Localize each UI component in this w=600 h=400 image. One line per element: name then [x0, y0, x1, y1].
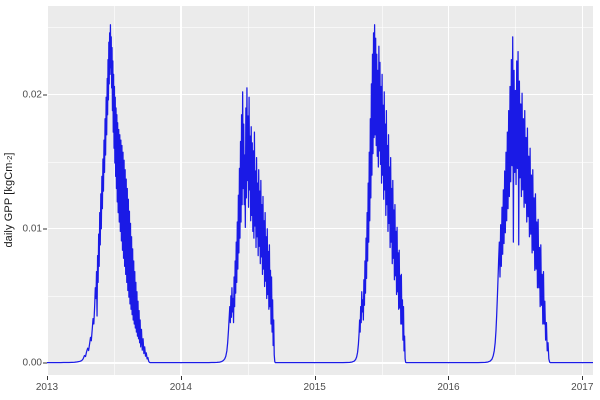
x-axis-tick-mark	[180, 376, 182, 380]
x-axis-tick-label: 2015	[303, 382, 326, 393]
x-axis-tick-label: 2013	[35, 382, 59, 393]
grid-line-minor-horizontal	[47, 27, 593, 29]
grid-line-major-horizontal	[47, 228, 593, 230]
grid-line-major-vertical	[581, 6, 583, 375]
grid-line-major-vertical	[47, 6, 48, 375]
plot-panel	[47, 6, 593, 375]
grid-line-minor-vertical	[381, 6, 383, 375]
grid-line-minor-vertical	[515, 6, 517, 375]
grid-line-major-vertical	[314, 6, 316, 375]
grid-line-major-vertical	[180, 6, 182, 375]
grid-line-minor-horizontal	[47, 161, 593, 163]
y-axis-tick-label: 0.01	[22, 223, 42, 235]
series-polyline-gpp	[47, 24, 593, 364]
y-axis-tick-mark	[43, 94, 47, 96]
x-axis-tick-label: 2016	[437, 382, 460, 393]
grid-line-minor-horizontal	[47, 295, 593, 297]
series-line-gpp	[47, 24, 593, 364]
x-axis-tick-mark	[448, 376, 450, 380]
grid-line-major-horizontal	[47, 93, 593, 96]
y-axis-tick-mark	[43, 362, 47, 364]
y-axis-ticks: 0.00 0.01 0.02	[4, 0, 47, 400]
grid-line-major-vertical	[447, 6, 450, 375]
x-axis-tick-label: 2017	[571, 382, 594, 393]
y-axis-tick-mark	[43, 228, 47, 230]
y-axis-tick-label: 0.02	[22, 89, 42, 101]
x-axis-tick-label: 2014	[169, 382, 192, 393]
x-axis-tick-mark	[582, 376, 584, 380]
grid-line-minor-vertical	[113, 6, 115, 375]
x-axis-tick-mark	[314, 376, 316, 380]
x-axis-tick-mark	[47, 376, 48, 380]
y-axis-tick-label: 0.00	[22, 357, 42, 369]
